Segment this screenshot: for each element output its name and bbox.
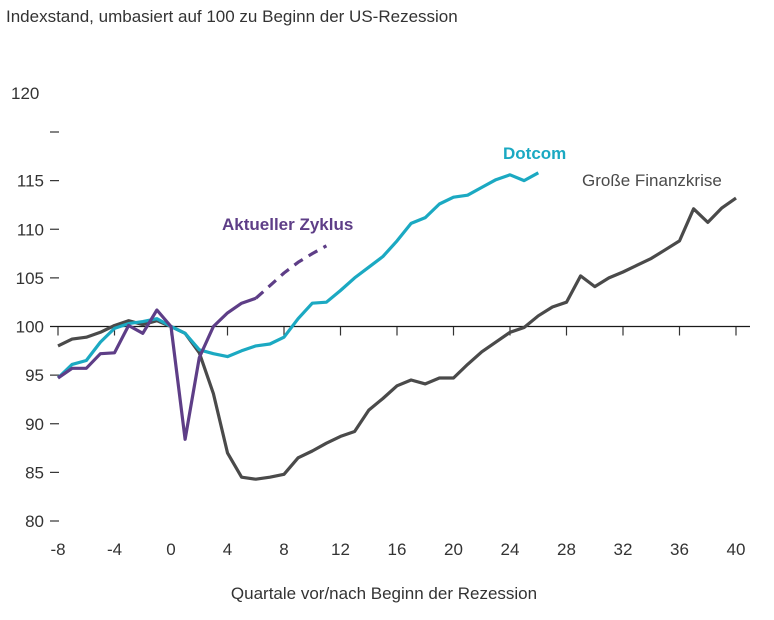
label-aktueller-zyklus: Aktueller Zyklus (222, 215, 353, 234)
x-tick-label: 40 (727, 540, 746, 559)
x-tick-label: 24 (501, 540, 520, 559)
x-tick-label: 12 (331, 540, 350, 559)
x-tick-label: 36 (670, 540, 689, 559)
x-tick-label: 32 (614, 540, 633, 559)
y-axis: 80 85 90 95 100 105 110 115 120 (11, 84, 59, 531)
y-tick-label: 80 (25, 512, 44, 531)
x-tick-label: 8 (279, 540, 288, 559)
y-tick-label: 85 (25, 463, 44, 482)
y-tick-label: 105 (16, 269, 44, 288)
label-dotcom: Dotcom (503, 144, 566, 163)
x-tick-label: 0 (166, 540, 175, 559)
x-tick-label: 28 (557, 540, 576, 559)
y-tick-label: 95 (25, 366, 44, 385)
series-line-aktueller-zyklus (57, 296, 257, 441)
series-group (56, 171, 737, 481)
chart-subtitle: Indexstand, umbasiert auf 100 zu Beginn … (6, 7, 458, 26)
label-grosse-finanzkrise: Große Finanzkrise (582, 171, 722, 190)
x-tick-label: 4 (223, 540, 232, 559)
x-tick-label: -4 (107, 540, 122, 559)
x-tick-label: -8 (50, 540, 65, 559)
x-axis-title: Quartale vor/nach Beginn der Rezession (231, 584, 537, 603)
series-line-dotcom (56, 171, 540, 380)
x-tick-label: 20 (444, 540, 463, 559)
y-tick-label: 115 (17, 172, 44, 191)
y-tick-label: 110 (17, 220, 44, 239)
series-line-aktueller-zyklus-prognose (254, 244, 328, 300)
y-tick-label: 90 (25, 415, 44, 434)
x-axis: -8 -4 0 4 8 12 16 20 24 28 32 36 40 (50, 326, 746, 559)
y-tick-label: 120 (11, 84, 39, 103)
x-tick-label: 16 (388, 540, 407, 559)
y-tick-label: 100 (16, 318, 44, 337)
